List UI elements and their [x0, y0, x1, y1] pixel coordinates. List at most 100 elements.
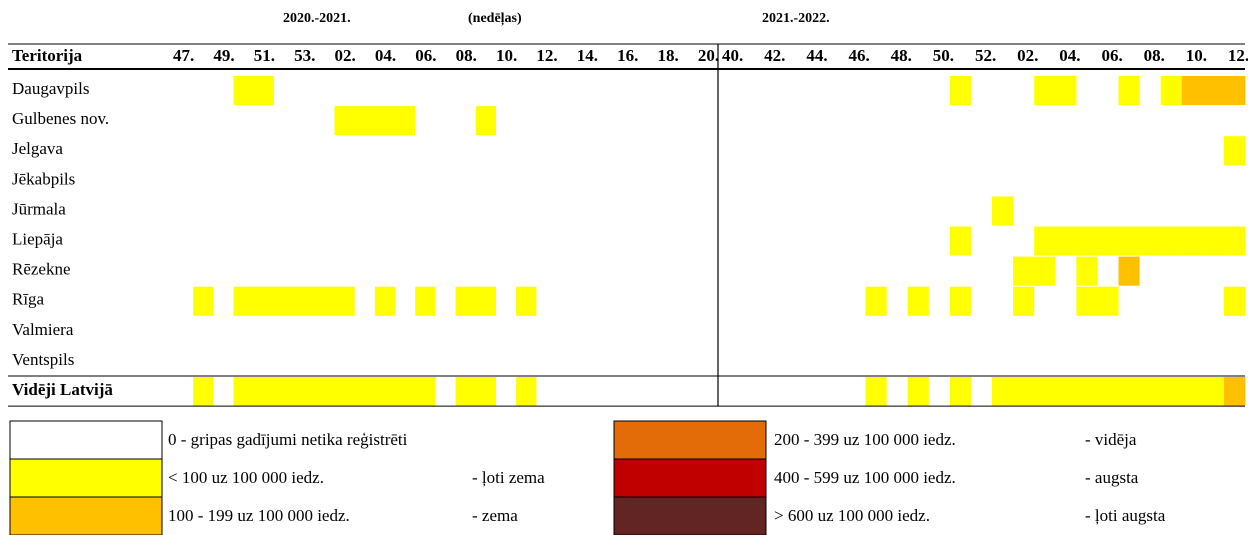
heat-cell — [1034, 286, 1056, 316]
heat-cell — [677, 286, 699, 316]
heat-cell — [617, 286, 638, 316]
legend-level: - vidēja — [1085, 430, 1137, 449]
heat-cell — [677, 346, 699, 376]
heat-cell — [314, 377, 335, 407]
heat-cell — [1118, 286, 1140, 316]
heat-cell — [1181, 316, 1204, 346]
heat-cell — [173, 256, 194, 286]
heat-cell — [637, 76, 658, 106]
heat-cell — [536, 286, 557, 316]
heat-cell — [907, 346, 930, 376]
heat-cell — [781, 377, 803, 407]
heat-cell — [1160, 166, 1183, 196]
heat-cell — [173, 76, 194, 106]
heat-cell — [760, 106, 782, 136]
heat-cell — [760, 346, 782, 376]
heat-cell — [739, 286, 761, 316]
heat-cell — [928, 196, 951, 226]
heat-cell — [253, 346, 275, 376]
heat-cell — [173, 106, 194, 136]
heat-cell — [334, 256, 356, 286]
heat-cell — [253, 136, 275, 166]
heat-cell — [596, 226, 618, 256]
heat-cell — [435, 377, 456, 407]
column-label: 02. — [334, 46, 355, 65]
heat-cell — [865, 196, 888, 226]
heat-cell — [886, 76, 909, 106]
heat-cell — [314, 76, 335, 106]
heat-cell — [617, 346, 638, 376]
heat-cell — [844, 196, 866, 226]
heat-cell — [907, 166, 930, 196]
heat-cell — [1139, 196, 1162, 226]
heat-cell — [697, 166, 719, 196]
heat-cell — [173, 346, 194, 376]
legend-level: - ļoti augsta — [1085, 506, 1166, 525]
heat-cell — [1076, 196, 1098, 226]
heat-cell — [475, 377, 497, 407]
heat-cell — [233, 377, 255, 407]
heat-cell — [1097, 346, 1119, 376]
heat-cell — [844, 256, 866, 286]
heat-cell — [556, 226, 578, 256]
heat-cell — [253, 166, 275, 196]
heat-cell — [992, 316, 1014, 346]
heat-cell — [314, 256, 335, 286]
heat-cell — [556, 136, 578, 166]
heat-cell — [1118, 256, 1140, 286]
heat-cell — [173, 226, 194, 256]
heat-cell — [907, 286, 930, 316]
heat-cell — [395, 76, 416, 106]
heat-cell — [576, 196, 598, 226]
heat-cell — [1139, 377, 1162, 407]
heat-cell — [475, 76, 497, 106]
heat-cell — [596, 106, 618, 136]
heat-cell — [657, 106, 679, 136]
heat-cell — [1160, 256, 1183, 286]
heat-cell — [334, 286, 356, 316]
heat-cell — [334, 316, 356, 346]
heat-cell — [970, 196, 993, 226]
heat-cell — [697, 196, 719, 226]
heat-cell — [1013, 316, 1035, 346]
heat-cell — [1139, 316, 1162, 346]
legend-swatch — [9, 458, 163, 498]
heat-cell — [556, 316, 578, 346]
heat-cell — [273, 346, 295, 376]
heat-cell — [1076, 136, 1098, 166]
heat-cell — [536, 226, 557, 256]
heat-cell — [657, 136, 679, 166]
legend-range: < 100 uz 100 000 iedz. — [168, 468, 324, 487]
heat-cell — [1139, 226, 1162, 256]
heat-cell — [928, 166, 951, 196]
heat-cell — [193, 106, 214, 136]
heat-cell — [865, 316, 888, 346]
heat-cell — [556, 166, 578, 196]
heat-cell — [617, 316, 638, 346]
heat-cell — [455, 166, 477, 196]
heat-cell — [354, 377, 376, 407]
heat-cell — [1181, 286, 1204, 316]
heat-cell — [949, 196, 972, 226]
heat-cell — [596, 76, 618, 106]
heat-cell — [1055, 286, 1077, 316]
heat-cell — [907, 106, 930, 136]
heat-cell — [886, 346, 909, 376]
heat-cell — [294, 346, 315, 376]
heat-cell — [1139, 346, 1162, 376]
heat-cell — [697, 346, 719, 376]
heat-cell — [395, 316, 416, 346]
heat-cell — [516, 106, 537, 136]
heat-cell — [374, 106, 396, 136]
heat-cell — [718, 316, 740, 346]
heat-cell — [844, 106, 866, 136]
heat-cell — [1034, 256, 1056, 286]
heat-cell — [970, 256, 993, 286]
heat-cell — [677, 76, 699, 106]
heat-cell — [760, 76, 782, 106]
heat-cell — [928, 226, 951, 256]
heat-cell — [1160, 316, 1183, 346]
heat-cell — [1223, 377, 1246, 407]
heat-cell — [697, 316, 719, 346]
heat-cell — [455, 106, 477, 136]
